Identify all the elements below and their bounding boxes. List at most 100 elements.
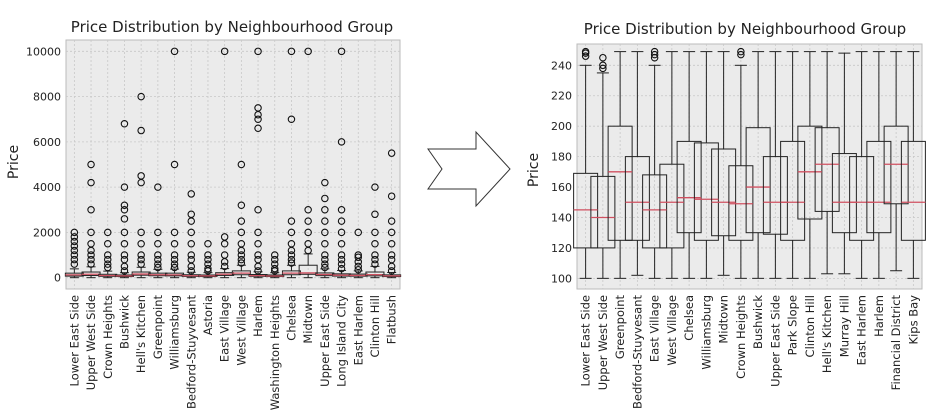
y-tick-label: 180 [551,151,572,164]
box-4 [642,47,668,279]
outlier-point [387,239,396,248]
x-tick-label: Clinton Hill [803,295,817,357]
outlier-point [387,192,396,200]
outlier-point [321,263,329,272]
outlier-point [104,263,112,272]
x-tick-label: Greenpoint [151,295,165,360]
outlier-point [154,239,162,248]
outlier-point [237,160,246,169]
outlier-point [87,251,95,259]
outlier-point [187,267,196,275]
x-tick-label: Upper East Side [768,295,782,387]
box-iqr [298,264,318,275]
outlier-point [387,217,396,225]
y-tick-label: 8000 [33,91,61,104]
outlier-point [354,262,362,271]
outlier-point [137,172,145,180]
outlier-point [237,255,246,264]
outlier-point [287,228,296,237]
outlier-point [204,255,212,264]
box-16 [849,51,875,279]
box-iqr [659,163,685,249]
outlier-point [387,149,396,157]
box-iqr [797,125,823,220]
y-tick-label: 120 [551,242,572,255]
y-tick-label: 140 [551,211,572,224]
box-4 [131,92,151,279]
box-iqr [900,140,926,241]
outlier-point [70,242,79,250]
box-1 [590,53,616,279]
x-tick-label: Park Slope [786,295,800,355]
outlier-point [120,206,129,214]
outlier-point [737,50,745,59]
outlier-point [87,239,95,248]
outlier-point [220,251,229,259]
outlier-point [104,251,112,259]
outlier-point [170,255,179,264]
box-iqr [831,153,857,234]
outlier-point [287,251,296,259]
x-tick-label: Kips Bay [906,295,920,345]
box-10 [231,160,251,279]
outlier-point [304,228,312,237]
outlier-point [187,239,196,248]
outlier-point [204,251,212,259]
outlier-point [120,228,129,237]
y-tick-label: 6000 [33,136,61,149]
outlier-point [187,190,196,198]
outlier-point [120,120,129,128]
box-8 [711,51,737,276]
chart-right: Price Distribution by Neighbourhood Grou… [526,20,926,409]
outlier-point [287,255,296,264]
box-2 [607,51,633,279]
outlier-point [270,251,279,259]
outlier-point [220,262,229,271]
box-iqr [849,156,875,241]
outlier-point [220,47,229,56]
outlier-point [321,260,329,268]
y-tick-label: 4000 [33,181,61,194]
x-tick-label: West Village [234,295,248,366]
outlier-point [304,47,312,56]
outlier-point [154,255,162,264]
x-tick-label: Chelsea [284,295,298,341]
box-7 [181,190,201,279]
outlier-point [137,239,145,248]
chart-left-ylabel: Price [6,145,22,179]
outlier-point [170,47,179,56]
x-tick-label: Flatbush [385,295,399,344]
outlier-point [337,217,346,225]
x-tick-label: East Harlem [351,295,365,365]
outlier-point [70,251,79,259]
box-9 [215,47,235,279]
outlier-point [737,47,745,56]
x-tick-label: West Village [665,295,679,366]
outlier-point [287,115,296,123]
x-tick-label: Bushwick [751,295,765,349]
x-tick-label: Crown Heights [734,295,748,379]
outlier-point [237,217,246,225]
outlier-point [170,263,179,272]
outlier-point [287,47,296,56]
outlier-point [137,255,145,264]
outlier-point [70,255,79,264]
x-tick-label: Lower East Side [579,295,593,386]
x-tick-label: Murray Hill [837,295,851,357]
box-9 [728,47,754,279]
outlier-point [371,239,379,248]
box-5 [659,51,685,279]
box-iqr [883,125,909,205]
y-tick-label: 220 [551,90,572,103]
y-tick-label: 240 [551,59,572,72]
outlier-point [137,260,145,268]
outlier-point [354,253,362,262]
plot-area [65,39,401,290]
chart-left-title: Price Distribution by Neighbourhood Grou… [71,18,393,36]
outlier-point [254,267,262,275]
outlier-point [104,255,112,264]
x-tick-label: Bedford-Stuyvesant [184,295,198,409]
x-tick-label: Harlem [872,295,886,337]
outlier-point [599,61,607,70]
y-tick-label: 0 [54,272,61,285]
